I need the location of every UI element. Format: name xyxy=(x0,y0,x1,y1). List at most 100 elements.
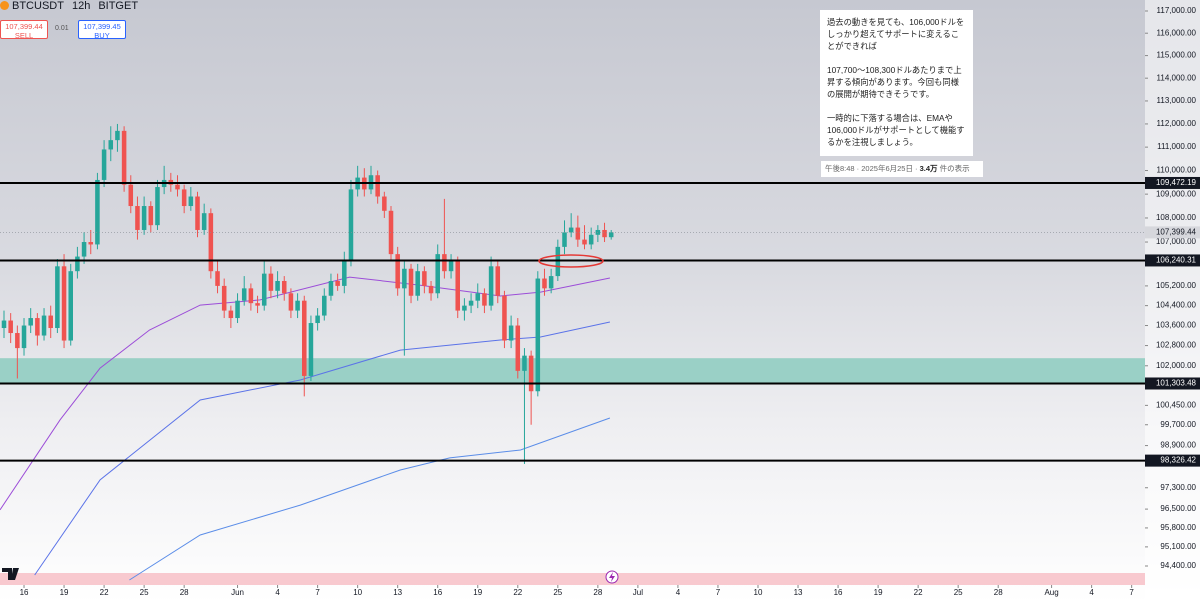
candle-body xyxy=(375,175,380,197)
candle-body xyxy=(442,254,447,272)
candle-body xyxy=(295,300,300,311)
candle-body xyxy=(608,232,614,238)
candle-body xyxy=(488,266,494,306)
y-tick-label: 107,000.00 xyxy=(1156,237,1197,246)
x-tick-label: 7 xyxy=(1129,588,1134,597)
post-meta: 午後8:48 · 2025年6月25日 · xyxy=(825,164,920,173)
y-tick-label: 114,000.00 xyxy=(1157,73,1197,82)
candle-body xyxy=(515,325,521,371)
candle-body xyxy=(268,273,274,291)
x-tick-label: 10 xyxy=(754,588,763,597)
candle-body xyxy=(155,187,160,226)
candle-body xyxy=(241,288,247,301)
level-box xyxy=(1145,377,1200,390)
last-price-box xyxy=(1145,226,1200,239)
x-tick-label: 16 xyxy=(20,588,29,597)
candle-body xyxy=(342,261,347,286)
candle-body xyxy=(195,196,200,230)
candle-body xyxy=(535,278,541,392)
candle-body xyxy=(455,261,461,311)
candle-body xyxy=(475,293,481,301)
candle-body xyxy=(468,300,474,306)
y-tick-label: 103,600.00 xyxy=(1156,321,1197,330)
x-tick-label: 28 xyxy=(994,588,1003,597)
candle-body xyxy=(428,285,434,294)
candle-body xyxy=(562,232,567,247)
level-box xyxy=(1145,454,1200,467)
buy-button[interactable]: 107,399.45 BUY xyxy=(78,20,126,40)
sell-label: SELL xyxy=(14,31,34,40)
candle-body xyxy=(41,315,47,336)
y-tick-label: 100,450.00 xyxy=(1156,400,1197,409)
candle-body xyxy=(275,280,280,291)
candle-body xyxy=(221,285,227,311)
candle-body xyxy=(288,293,294,311)
candle-body xyxy=(8,320,13,334)
x-tick-label: 25 xyxy=(140,588,149,597)
annotation-footer: 午後8:48 · 2025年6月25日 · 3.4万 件の表示 xyxy=(821,161,983,177)
sell-button[interactable]: 107,399.44 SELL xyxy=(0,20,48,40)
candle-body xyxy=(602,229,607,238)
candle-body xyxy=(228,310,234,319)
candle-body xyxy=(68,271,73,341)
candle-body xyxy=(301,300,307,376)
candle-body xyxy=(315,315,320,324)
candle-body xyxy=(95,179,100,245)
candle-body xyxy=(435,254,440,294)
candle-body xyxy=(422,271,427,286)
candle-body xyxy=(248,288,254,304)
candle-body xyxy=(408,268,414,296)
candle-body xyxy=(522,355,527,371)
candle-body xyxy=(188,196,194,207)
candle-body xyxy=(462,305,467,311)
level-label: 106,240.31 xyxy=(1156,256,1197,265)
y-tick-label: 111,000.00 xyxy=(1157,142,1196,151)
candle-body xyxy=(48,315,53,329)
annotation-text: 107,700〜108,300ドルあたりまで上昇する傾向があります。今回も同様の… xyxy=(827,65,962,99)
y-tick-label: 99,700.00 xyxy=(1160,420,1196,429)
y-tick-label: 116,000.00 xyxy=(1157,28,1197,37)
candle-body xyxy=(502,295,507,341)
candle-body xyxy=(61,266,67,341)
candle-body xyxy=(402,268,407,289)
x-tick-label: 19 xyxy=(473,588,482,597)
plot-layer: 117,000.00 116,000.00 115,000.00 114,000.00… xyxy=(0,6,1200,597)
x-tick-label: 13 xyxy=(393,588,402,597)
x-tick-label: Jul xyxy=(633,588,643,597)
view-label: 件の表示 xyxy=(937,164,970,173)
candle-body xyxy=(235,300,240,319)
interval[interactable]: 12h xyxy=(71,0,91,12)
buy-price: 107,399.45 xyxy=(83,22,121,31)
level-box xyxy=(1145,254,1200,267)
x-tick-label: 28 xyxy=(180,588,189,597)
candle-body xyxy=(115,130,120,141)
candle-body xyxy=(35,318,40,336)
support-zone xyxy=(0,358,1145,384)
candle-body xyxy=(335,280,340,286)
ema-line xyxy=(129,417,611,581)
x-tick-label: Aug xyxy=(1044,588,1058,597)
x-tick-label: 22 xyxy=(513,588,522,597)
x-tick-label: 16 xyxy=(834,588,843,597)
exchange: BITGET xyxy=(98,0,139,12)
x-tick-label: 4 xyxy=(275,588,280,597)
x-tick-label: 4 xyxy=(1089,588,1094,597)
candle-body xyxy=(101,149,107,180)
y-tick-label: 104,400.00 xyxy=(1156,301,1197,310)
sell-price: 107,399.44 xyxy=(5,22,43,31)
candle-body xyxy=(395,254,400,289)
y-tick-label: 96,500.00 xyxy=(1160,504,1196,513)
level-label: 98,326.42 xyxy=(1160,456,1196,465)
candle-body xyxy=(148,206,154,226)
x-tick-label: Jun xyxy=(231,588,244,597)
candle-body xyxy=(261,273,267,306)
session-strip xyxy=(0,573,1145,585)
x-tick-label: 25 xyxy=(553,588,562,597)
candle-body xyxy=(555,246,561,277)
candle-body xyxy=(542,278,547,289)
annotation-text: 過去の動きを見ても、106,000ドルをしっかり超えてサポートに変えることができ… xyxy=(827,17,965,51)
buy-label: BUY xyxy=(94,31,110,40)
candle-body xyxy=(201,213,207,230)
x-tick-label: 22 xyxy=(914,588,923,597)
